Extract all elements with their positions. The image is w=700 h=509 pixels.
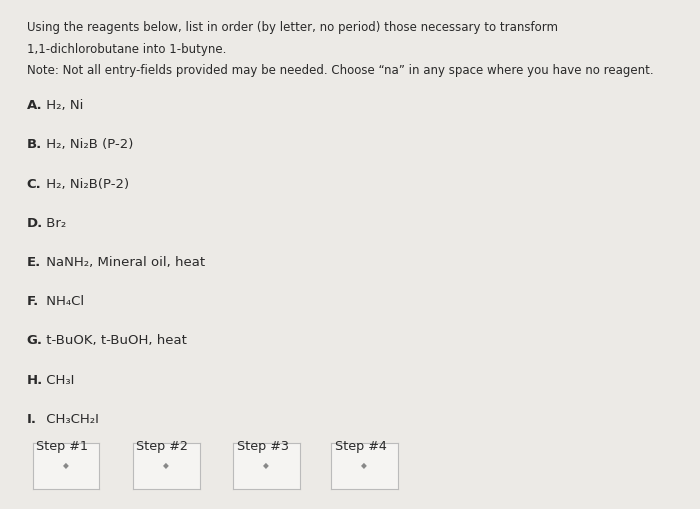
Text: CH₃CH₂I: CH₃CH₂I [42,413,99,426]
Text: ◆: ◆ [263,461,270,470]
Text: B.: B. [27,138,42,152]
Text: Step #4: Step #4 [335,440,386,454]
Text: Br₂: Br₂ [42,217,66,230]
Text: ◆: ◆ [63,461,69,470]
Text: CH₃I: CH₃I [42,374,74,387]
Text: F.: F. [27,295,38,308]
Text: H.: H. [27,374,43,387]
Text: A.: A. [27,99,42,112]
Text: E.: E. [27,256,41,269]
Text: G.: G. [27,334,43,348]
Text: H₂, Ni: H₂, Ni [42,99,83,112]
Text: Step #2: Step #2 [136,440,188,454]
Text: Step #1: Step #1 [36,440,88,454]
Text: H₂, Ni₂B (P-2): H₂, Ni₂B (P-2) [42,138,134,152]
Text: 1,1-dichlorobutane into 1-butyne.: 1,1-dichlorobutane into 1-butyne. [27,43,226,56]
Text: t-BuOK, t-BuOH, heat: t-BuOK, t-BuOH, heat [42,334,187,348]
Text: NH₄Cl: NH₄Cl [42,295,84,308]
Text: D.: D. [27,217,43,230]
Text: C.: C. [27,178,41,191]
Text: NaNH₂, Mineral oil, heat: NaNH₂, Mineral oil, heat [42,256,205,269]
Text: H₂, Ni₂B(P-2): H₂, Ni₂B(P-2) [42,178,129,191]
Text: Note: Not all entry-fields provided may be needed. Choose “na” in any space wher: Note: Not all entry-fields provided may … [27,64,653,77]
Text: ◆: ◆ [163,461,169,470]
Text: I.: I. [27,413,36,426]
Text: Step #3: Step #3 [237,440,288,454]
Text: ◆: ◆ [361,461,368,470]
Text: Using the reagents below, list in order (by letter, no period) those necessary t: Using the reagents below, list in order … [27,21,558,35]
